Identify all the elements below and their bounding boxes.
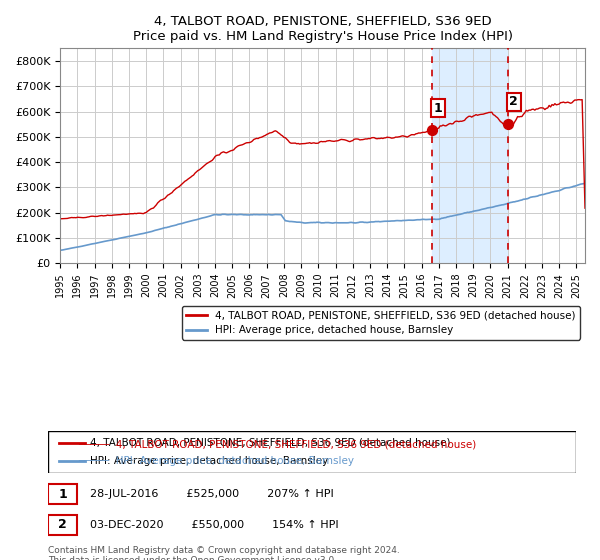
Text: 03-DEC-2020        £550,000        154% ↑ HPI: 03-DEC-2020 £550,000 154% ↑ HPI <box>90 520 339 530</box>
Text: HPI: Average price, detached house, Barnsley: HPI: Average price, detached house, Barn… <box>90 456 328 466</box>
Title: 4, TALBOT ROAD, PENISTONE, SHEFFIELD, S36 9ED
Price paid vs. HM Land Registry's : 4, TALBOT ROAD, PENISTONE, SHEFFIELD, S3… <box>133 15 512 43</box>
Text: 2: 2 <box>58 519 67 531</box>
Text: Contains HM Land Registry data © Crown copyright and database right 2024.
This d: Contains HM Land Registry data © Crown c… <box>48 546 400 560</box>
Text: ─────  4, TALBOT ROAD, PENISTONE, SHEFFIELD, S36 9ED (detached house): ───── 4, TALBOT ROAD, PENISTONE, SHEFFIE… <box>78 440 476 450</box>
Bar <box>431 48 508 263</box>
FancyBboxPatch shape <box>48 515 77 535</box>
Text: 28-JUL-2016        £525,000        207% ↑ HPI: 28-JUL-2016 £525,000 207% ↑ HPI <box>90 489 334 499</box>
Text: 2: 2 <box>509 95 518 108</box>
Text: ─────  HPI: Average price, detached house, Barnsley: ───── HPI: Average price, detached house… <box>78 456 354 466</box>
Point <box>427 126 436 135</box>
FancyBboxPatch shape <box>48 484 77 504</box>
Text: 4, TALBOT ROAD, PENISTONE, SHEFFIELD, S36 9ED (detached house): 4, TALBOT ROAD, PENISTONE, SHEFFIELD, S3… <box>90 438 451 448</box>
Text: 1: 1 <box>433 101 442 114</box>
Text: 1: 1 <box>58 488 67 501</box>
Point <box>503 120 512 129</box>
FancyBboxPatch shape <box>48 431 576 473</box>
Legend: 4, TALBOT ROAD, PENISTONE, SHEFFIELD, S36 9ED (detached house), HPI: Average pri: 4, TALBOT ROAD, PENISTONE, SHEFFIELD, S3… <box>182 306 580 339</box>
